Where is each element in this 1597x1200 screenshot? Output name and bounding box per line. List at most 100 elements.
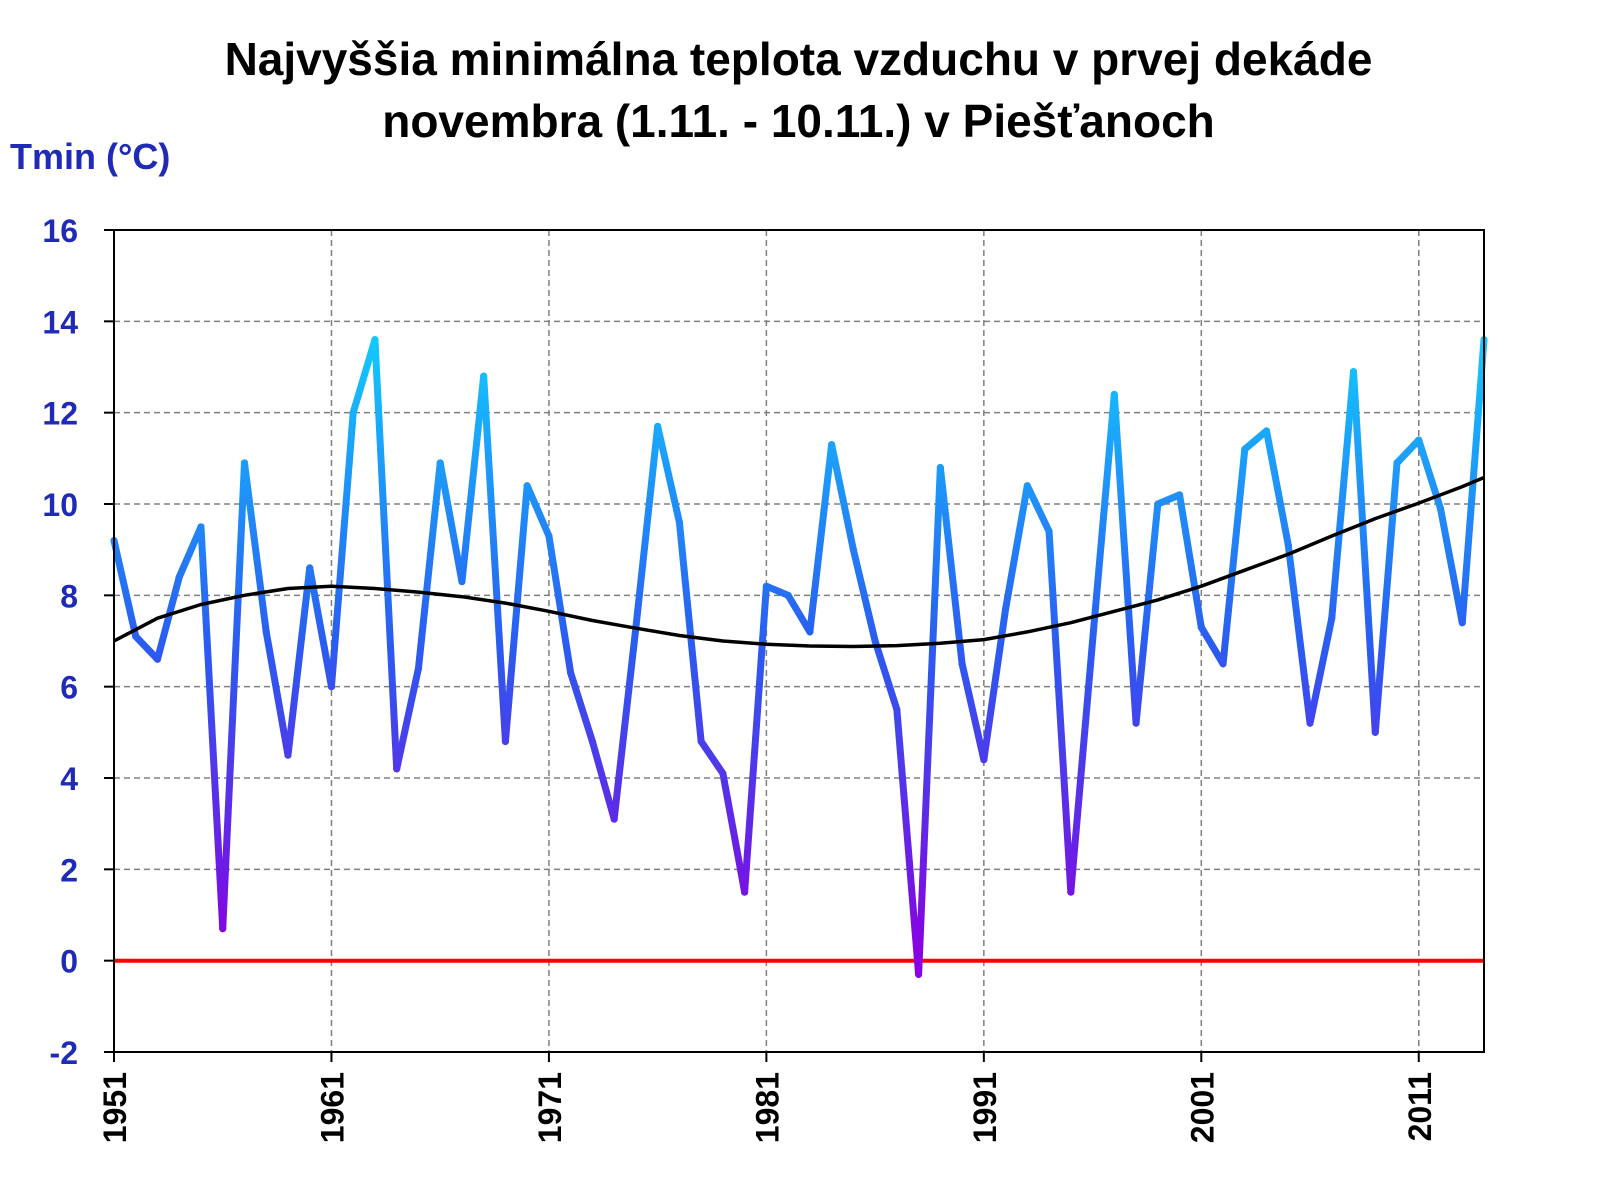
tmin-segment xyxy=(219,459,248,933)
tmin-point xyxy=(1197,623,1205,631)
tmin-point xyxy=(1263,427,1271,435)
tmin-point xyxy=(784,591,792,599)
tmin-segment xyxy=(523,482,553,540)
tmin-segment xyxy=(936,463,966,668)
tmin-segment xyxy=(719,769,749,896)
tmin-point xyxy=(1241,445,1249,453)
tmin-point xyxy=(1154,500,1162,508)
tmin-segment xyxy=(393,664,422,773)
tmin-segment xyxy=(1437,505,1466,627)
tmin-segment xyxy=(871,637,901,713)
tmin-segment xyxy=(1328,368,1358,622)
chart-title: Najvyššia minimálna teplota vzduchu v pr… xyxy=(0,28,1597,152)
tmin-segment xyxy=(132,632,161,663)
tmin-segment xyxy=(567,669,596,745)
tmin-point xyxy=(1371,728,1379,736)
tmin-point xyxy=(545,532,553,540)
tmin-segment xyxy=(458,372,488,586)
y-tick-label: 0 xyxy=(60,944,78,980)
tmin-point xyxy=(436,459,444,467)
tmin-point xyxy=(1089,637,1097,645)
tmin-segment xyxy=(197,523,227,933)
tmin-segment xyxy=(1089,390,1118,645)
tmin-point xyxy=(1132,719,1140,727)
tmin-point xyxy=(1437,505,1445,513)
tmin-segment xyxy=(762,582,792,599)
tmin-segment xyxy=(1176,491,1205,631)
tmin-point xyxy=(175,573,183,581)
y-tick-label: 4 xyxy=(60,761,78,797)
y-axis-label: Tmin (°C) xyxy=(10,136,171,177)
tmin-segment xyxy=(915,463,944,978)
tmin-point xyxy=(501,737,509,745)
tmin-point xyxy=(240,459,248,467)
tmin-segment xyxy=(1393,436,1423,467)
tmin-segment xyxy=(327,409,357,691)
tmin-segment xyxy=(153,573,183,663)
tmin-segment xyxy=(1045,527,1075,896)
tmin-point xyxy=(610,815,618,823)
tmin-point xyxy=(806,628,814,636)
tmin-point xyxy=(523,482,531,490)
y-tick-label: -2 xyxy=(50,1035,78,1071)
tmin-point xyxy=(1045,527,1053,535)
tmin-segment xyxy=(414,459,444,672)
tmin-segment xyxy=(480,372,509,745)
chart-title-line-1: Najvyššia minimálna teplota vzduchu v pr… xyxy=(224,33,1373,85)
tmin-point xyxy=(567,669,575,677)
y-tick-label: 10 xyxy=(42,487,78,523)
plot-frame xyxy=(113,229,1485,1053)
tmin-point xyxy=(306,564,314,572)
tmin-point xyxy=(1393,459,1401,467)
tmin-segment xyxy=(1132,500,1162,727)
tmin-segment xyxy=(610,623,640,823)
tmin-segment xyxy=(1023,482,1053,535)
tmin-segment xyxy=(284,564,314,759)
tmin-segment xyxy=(436,459,466,586)
tmin-segment xyxy=(654,422,683,526)
x-tick-label: 1981 xyxy=(749,1072,785,1143)
tmin-point xyxy=(1415,436,1423,444)
tmin-point xyxy=(262,628,270,636)
y-tick-label: 14 xyxy=(42,304,78,340)
tmin-point xyxy=(153,655,161,663)
tmin-point xyxy=(719,769,727,777)
tmin-segment xyxy=(958,660,988,764)
tmin-segment xyxy=(828,441,857,554)
tmin-segment xyxy=(349,336,379,417)
tmin-point xyxy=(915,970,923,978)
tmin-segment xyxy=(501,482,531,745)
tmin-segment xyxy=(545,532,575,677)
tmin-segment xyxy=(806,441,836,636)
tmin-segment xyxy=(741,582,770,896)
tmin-segment xyxy=(1284,541,1314,727)
tmin-point xyxy=(393,765,401,773)
tmin-segment xyxy=(849,546,879,645)
tmin-point xyxy=(132,632,140,640)
x-tick-label: 1991 xyxy=(967,1072,1003,1143)
tmin-point xyxy=(197,523,205,531)
tmin-segment xyxy=(980,605,1010,764)
tmin-segment xyxy=(1219,445,1249,668)
tmin-point xyxy=(936,463,944,471)
tmin-point xyxy=(1110,390,1118,398)
tmin-point xyxy=(958,660,966,668)
tmin-segment xyxy=(1241,427,1271,453)
x-tick-label: 2011 xyxy=(1402,1072,1438,1141)
tmin-point xyxy=(1067,888,1075,896)
tmin-point xyxy=(1350,368,1358,376)
tmin-point xyxy=(980,756,988,764)
tmin-segment xyxy=(1154,491,1184,508)
x-tick-label: 1961 xyxy=(314,1072,350,1143)
tmin-point xyxy=(893,706,901,713)
tmin-point xyxy=(1176,491,1184,499)
tmin-point xyxy=(219,925,227,933)
tmin-point xyxy=(741,888,749,896)
tmin-point xyxy=(762,582,770,590)
tmin-segment xyxy=(1197,623,1227,668)
tmin-point xyxy=(828,441,836,449)
x-tick-label: 1951 xyxy=(97,1072,133,1143)
tmin-segment xyxy=(1371,459,1401,736)
tmin-segment xyxy=(632,422,662,631)
tmin-segment xyxy=(893,706,923,978)
